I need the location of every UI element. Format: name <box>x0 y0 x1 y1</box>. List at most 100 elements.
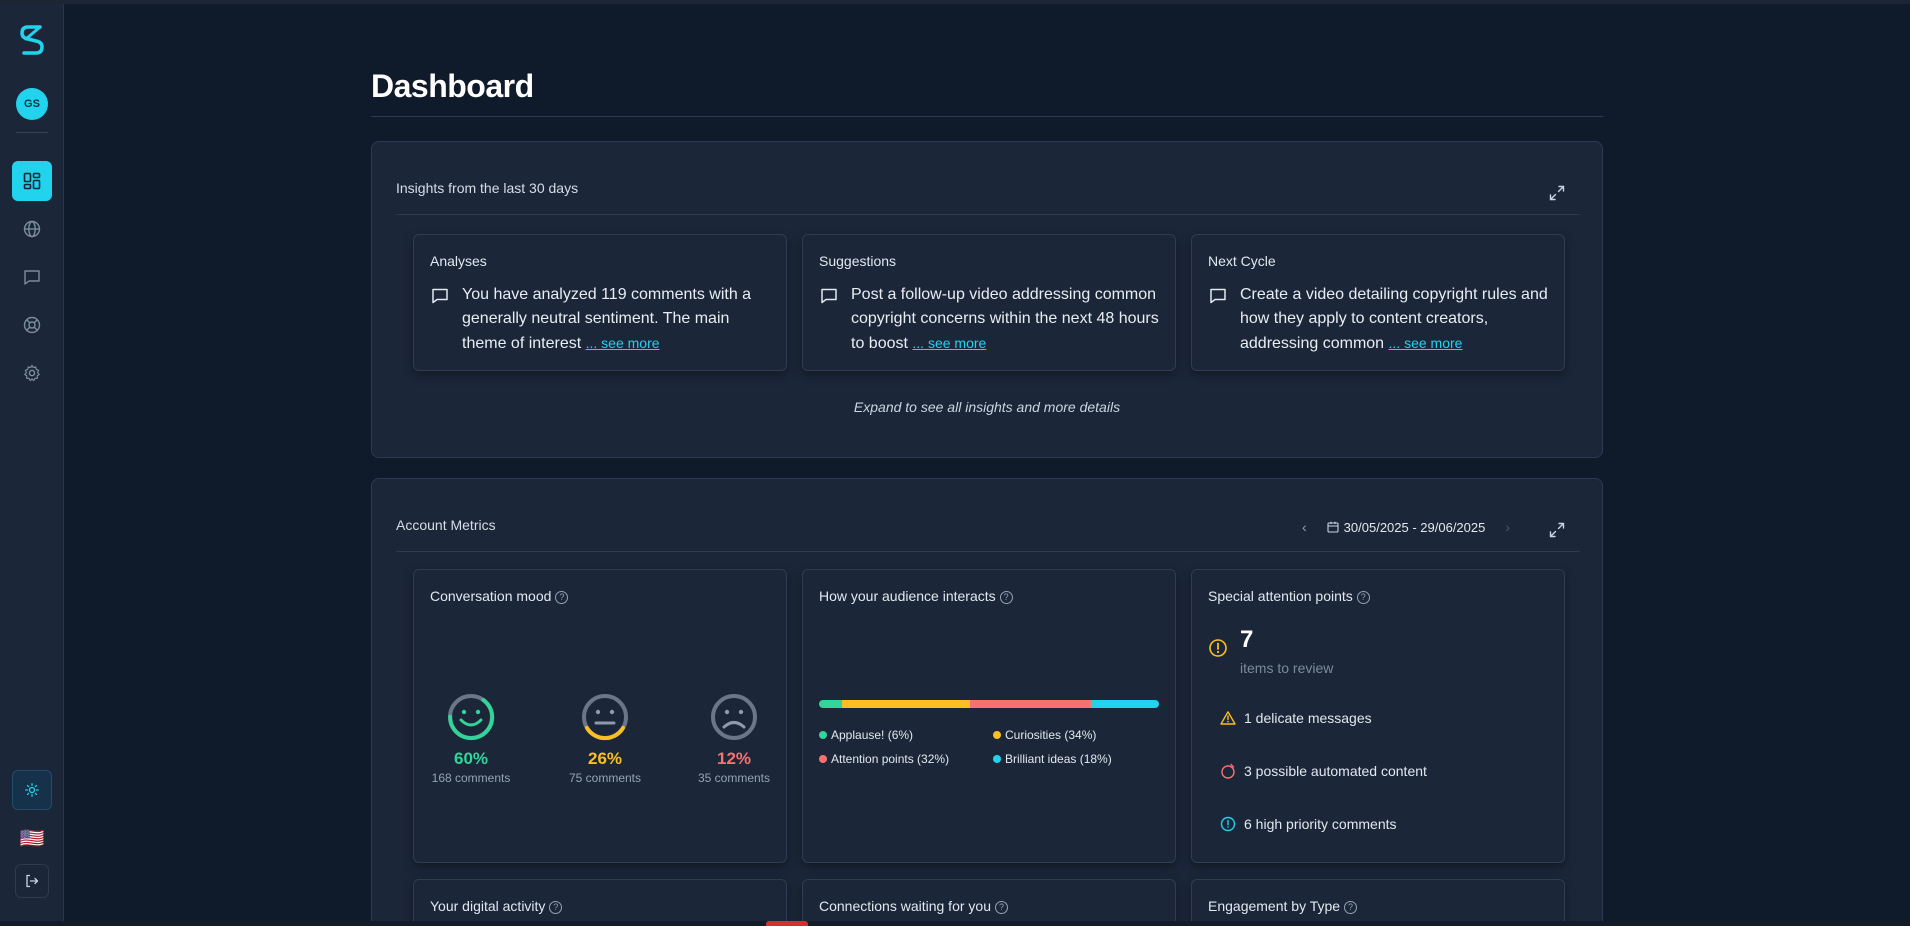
chevron-right-icon[interactable]: › <box>1505 519 1511 535</box>
insight-text: You have analyzed 119 comments with a ge… <box>462 286 752 352</box>
card-title: Your digital activity? <box>430 898 563 914</box>
insights-expand-button[interactable] <box>1548 184 1566 202</box>
us-flag-icon: 🇺🇸 <box>19 828 45 850</box>
mood-count: 35 comments <box>697 771 771 785</box>
help-icon[interactable]: ? <box>555 591 569 604</box>
help-icon[interactable]: ? <box>995 901 1008 914</box>
audience-interactions-card: How your audience interacts? Applause! (… <box>802 569 1176 863</box>
dashboard-icon <box>23 172 41 190</box>
attention-row-automated[interactable]: 3 possible automated content <box>1220 763 1427 779</box>
insight-card-title: Analyses <box>430 253 487 269</box>
metrics-divider <box>396 551 1580 552</box>
mood-positive: 60% 168 comments <box>421 692 521 785</box>
mood-percent: 26% <box>587 749 623 768</box>
date-range-picker: ‹ 30/05/2025 - 29/06/2025 › <box>1302 519 1510 535</box>
help-icon[interactable]: ? <box>1356 591 1370 604</box>
sidebar-divider <box>16 132 48 133</box>
robot-icon <box>1221 763 1235 779</box>
mood-neutral: 26% 75 comments <box>555 692 655 785</box>
globe-icon <box>23 220 41 238</box>
bottom-edge <box>0 921 1910 926</box>
taskbar-indicator <box>766 921 808 926</box>
legend-item-curiosities: Curiosities (34%) <box>993 728 1159 742</box>
mood-count: 168 comments <box>431 771 511 785</box>
message-icon <box>24 270 40 285</box>
sidebar-item-settings[interactable] <box>12 353 52 393</box>
mood-percent: 12% <box>716 749 752 768</box>
help-icon[interactable]: ? <box>1344 901 1358 914</box>
insights-heading: Insights from the last 30 days <box>396 180 579 196</box>
happy-face-icon <box>448 694 495 741</box>
connections-card: Connections waiting for you? <box>802 879 1176 926</box>
digital-activity-card: Your digital activity? <box>413 879 787 926</box>
user-avatar-button[interactable]: GS <box>12 84 52 124</box>
legend-item-brilliant-ideas: Brilliant ideas (18%) <box>993 752 1159 766</box>
expand-icon <box>1549 185 1565 201</box>
sidebar-item-globe[interactable] <box>12 209 52 249</box>
attention-count-label: items to review <box>1240 660 1334 676</box>
insight-text: Create a video detailing copyright rules… <box>1240 286 1548 352</box>
insights-expand-note: Expand to see all insights and more deta… <box>853 399 1121 415</box>
logout-button[interactable] <box>15 864 49 898</box>
sun-icon <box>25 783 39 797</box>
legend-item-attention-points: Attention points (32%) <box>819 752 993 766</box>
warning-triangle-icon <box>1220 711 1236 725</box>
metrics-expand-button[interactable] <box>1548 521 1566 539</box>
top-edge <box>0 0 1910 4</box>
help-icon[interactable]: ? <box>999 591 1013 604</box>
see-more-link[interactable]: ... see more <box>585 335 660 351</box>
card-title: Special attention points? <box>1208 588 1370 604</box>
attention-summary: 7 items to review <box>1208 626 1333 676</box>
sad-face-icon <box>711 694 757 740</box>
interaction-legend: Applause! (6%) Curiosities (34%) Attenti… <box>819 728 1159 766</box>
interaction-segment <box>1090 700 1159 708</box>
help-icon[interactable]: ? <box>549 901 563 914</box>
mood-negative: 12% 35 comments <box>684 692 784 785</box>
legend-item-applause: Applause! (6%) <box>819 728 993 742</box>
attention-row-priority[interactable]: 6 high priority comments <box>1220 816 1397 832</box>
special-attention-card: Special attention points? 7 items to rev… <box>1191 569 1565 863</box>
date-range-label: 30/05/2025 - 29/06/2025 <box>1343 519 1486 535</box>
see-more-link[interactable]: ... see more <box>912 335 987 351</box>
logout-icon <box>26 874 39 888</box>
sidebar: GS <box>0 4 64 921</box>
message-icon <box>1208 286 1232 356</box>
expand-icon <box>1549 522 1565 538</box>
message-icon <box>819 286 843 356</box>
see-more-link[interactable]: ... see more <box>1388 335 1463 351</box>
info-circle-icon <box>1220 816 1236 832</box>
theme-toggle-button[interactable] <box>12 770 52 810</box>
conversation-mood-card: Conversation mood? 60% 168 comments <box>413 569 787 863</box>
neutral-face-icon <box>582 694 628 741</box>
metrics-heading: Account Metrics <box>396 517 496 533</box>
chevron-left-icon[interactable]: ‹ <box>1302 519 1307 535</box>
language-selector[interactable]: 🇺🇸 <box>12 819 52 859</box>
alert-circle-icon <box>1209 639 1227 657</box>
insight-text: Post a follow-up video addressing common… <box>851 286 1159 352</box>
attention-count: 7 <box>1240 626 1254 653</box>
insight-card-suggestions: Suggestions Post a follow-up video addre… <box>802 234 1176 371</box>
insight-card-next-cycle: Next Cycle Create a video detailing copy… <box>1191 234 1565 371</box>
lifebuoy-icon <box>23 316 41 334</box>
card-title: Connections waiting for you? <box>819 898 1008 914</box>
calendar-icon <box>1327 521 1339 533</box>
interaction-segment <box>970 700 1091 708</box>
mood-count: 75 comments <box>568 771 642 785</box>
interaction-stacked-bar <box>819 700 1159 708</box>
sidebar-item-messages[interactable] <box>12 257 52 297</box>
message-icon <box>430 286 454 356</box>
app-logo[interactable] <box>12 20 52 60</box>
interaction-segment <box>819 700 842 708</box>
sidebar-item-dashboard[interactable] <box>12 161 52 201</box>
sidebar-item-support[interactable] <box>12 305 52 345</box>
insight-card-analyses: Analyses You have analyzed 119 comments … <box>413 234 787 371</box>
interaction-segment <box>841 700 971 708</box>
date-range-button[interactable]: 30/05/2025 - 29/06/2025 <box>1327 519 1486 535</box>
insights-panel: Insights from the last 30 days Analyses … <box>371 141 1603 458</box>
mood-percent: 60% <box>453 749 489 768</box>
attention-row-delicate[interactable]: 1 delicate messages <box>1220 710 1372 726</box>
card-title: How your audience interacts? <box>819 588 1013 604</box>
title-divider <box>371 116 1603 117</box>
page-title: Dashboard <box>371 68 534 104</box>
engagement-by-type-card: Engagement by Type? <box>1191 879 1565 926</box>
